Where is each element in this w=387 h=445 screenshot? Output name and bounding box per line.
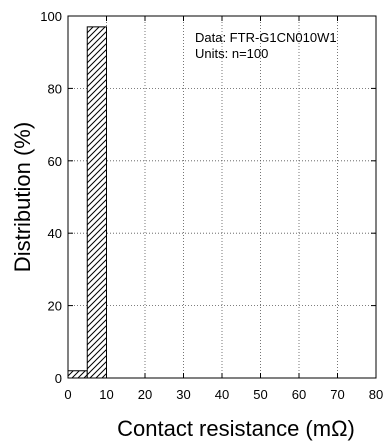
y-tick-label: 40 (48, 226, 62, 241)
x-tick-label: 70 (330, 387, 344, 402)
x-tick-label: 10 (99, 387, 113, 402)
x-tick-label: 0 (64, 387, 71, 402)
y-tick-label: 0 (55, 371, 62, 386)
annotation-data: Data: FTR-G1CN010W1 (195, 30, 337, 45)
annotation-units: Units: n=100 (195, 46, 268, 61)
y-tick-label: 20 (48, 299, 62, 314)
y-tick-label: 60 (48, 154, 62, 169)
x-tick-label: 60 (292, 387, 306, 402)
histogram-bar (67, 370, 88, 379)
y-tick-labels: 0 20 40 60 80 100 (40, 9, 62, 386)
y-tick-label: 100 (40, 9, 62, 24)
x-tick-label: 80 (369, 387, 383, 402)
y-tick-label: 80 (48, 81, 62, 96)
x-tick-label: 20 (138, 387, 152, 402)
y-axis-title: Distribution (%) (10, 122, 35, 272)
x-axis-title: Contact resistance (mΩ) (117, 416, 355, 441)
x-tick-label: 40 (215, 387, 229, 402)
x-tick-label: 30 (176, 387, 190, 402)
x-tick-labels: 0 10 20 30 40 50 60 70 80 (64, 387, 383, 402)
histogram-bar (86, 26, 107, 379)
axis-ticks (67, 15, 377, 379)
x-tick-label: 50 (253, 387, 267, 402)
